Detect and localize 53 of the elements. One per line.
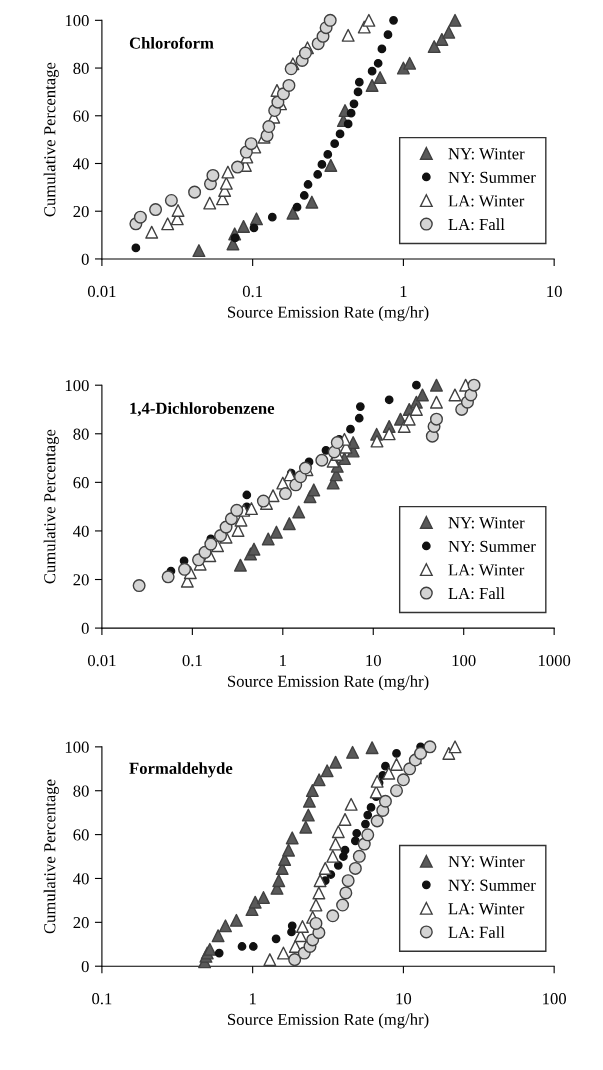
x-tick-label: 0.01 [87, 285, 116, 298]
y-tick-label: 20 [73, 917, 89, 929]
legend-label: NY: Winter [448, 517, 525, 529]
x-axis-title: Source Emission Rate (mg/hr) [228, 306, 429, 322]
legend-label: NY: Winter [448, 856, 525, 868]
x-tick-label: 1 [249, 993, 256, 1005]
x-tick-label: 1 [280, 655, 286, 667]
x-tick-label: 10 [366, 654, 381, 667]
y-tick-label: 100 [65, 379, 89, 392]
text: Chloroform [129, 36, 214, 49]
x-tick-label: 0.1 [182, 654, 202, 667]
y-tick-label: 0 [81, 960, 89, 973]
legend-label: LA: Winter [448, 564, 525, 576]
x-axis-title: Source Emission Rate (mg/hr) [228, 1013, 429, 1029]
text: 1,4-Dichlorobenzene [130, 402, 275, 417]
x-tick-label: 10 [396, 993, 412, 1005]
y-tick-label: 0 [81, 622, 89, 635]
x-tick-label: 10 [547, 285, 562, 298]
legend-label: LA: Winter [448, 903, 525, 915]
legend-label: NY: Summer [448, 540, 536, 553]
legend-label: NY: Summer [448, 171, 536, 184]
y-axis-title: Cumulative Percentage [43, 62, 59, 217]
y-axis-title: Cumulative Percentage [43, 429, 59, 584]
legend-label: LA: Winter [448, 195, 525, 207]
y-tick-label: 80 [73, 428, 89, 440]
x-tick-label: 100 [543, 993, 567, 1005]
x-tick-label: 0.1 [92, 993, 112, 1005]
y-tick-label: 60 [73, 829, 89, 841]
y-tick-label: 80 [73, 62, 89, 74]
legend-label: NY: Summer [448, 879, 536, 891]
legend-label: NY: Winter [448, 148, 525, 160]
y-tick-label: 20 [73, 205, 89, 218]
y-axis-title: Cumulative Percentage [43, 779, 59, 934]
legend-label: LA: Fall [448, 926, 505, 938]
y-tick-label: 80 [73, 785, 89, 797]
y-tick-label: 100 [65, 15, 89, 27]
y-tick-label: 40 [73, 158, 89, 170]
y-tick-label: 60 [73, 110, 89, 122]
x-tick-label: 1000 [538, 654, 571, 667]
y-tick-label: 20 [73, 574, 89, 586]
x-tick-label: 1 [400, 285, 407, 297]
y-tick-label: 40 [73, 525, 89, 537]
x-tick-label: 0.1 [242, 285, 263, 298]
y-tick-label: 60 [73, 477, 89, 489]
x-tick-label: 0.01 [87, 654, 116, 667]
text: Formaldehyde [129, 762, 233, 778]
x-tick-label: 100 [452, 654, 476, 667]
y-tick-label: 100 [65, 741, 89, 753]
x-axis-title: Source Emission Rate (mg/hr) [228, 675, 429, 691]
y-tick-label: 40 [73, 873, 89, 885]
y-tick-label: 0 [81, 253, 89, 265]
legend-label: LA: Fall [448, 587, 505, 600]
legend-label: LA: Fall [448, 218, 505, 231]
